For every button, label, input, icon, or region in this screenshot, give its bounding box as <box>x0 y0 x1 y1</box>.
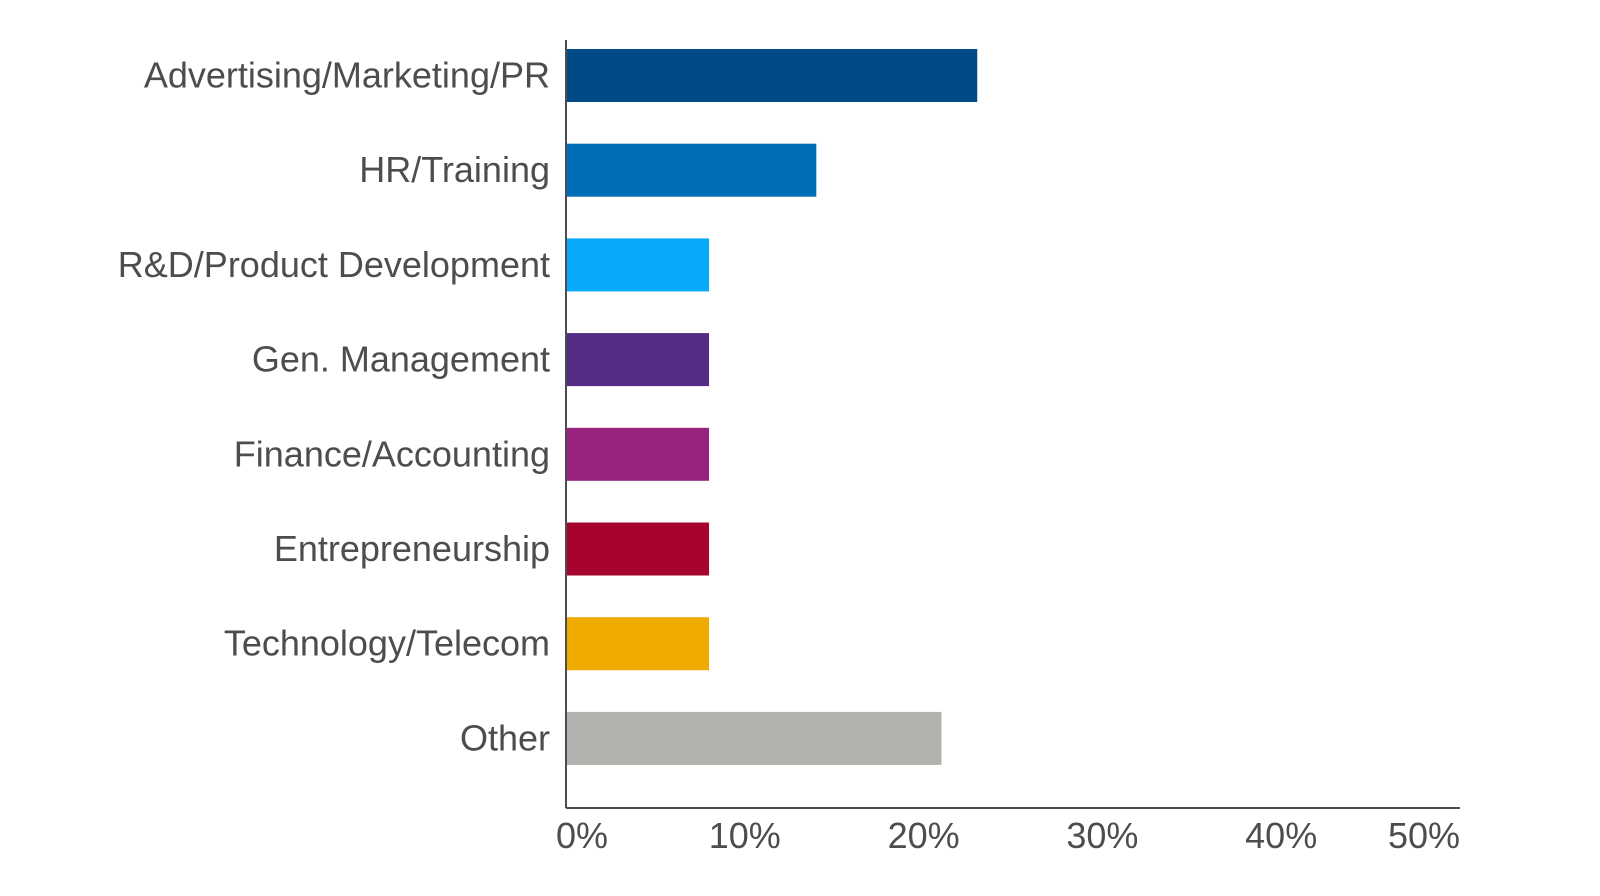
category-label-advertising-marketing-pr: Advertising/Marketing/PR <box>144 55 550 96</box>
x-tick-label-0: 0% <box>556 815 608 856</box>
x-tick-label-10: 10% <box>709 815 781 856</box>
category-label-gen-management: Gen. Management <box>252 339 550 380</box>
bar-technology-telecom <box>566 617 710 671</box>
bars-layer <box>566 49 978 765</box>
category-label-r-d-product-development: R&D/Product Development <box>118 244 550 285</box>
category-label-finance-accounting: Finance/Accounting <box>234 433 550 474</box>
x-axis-ticks: 0% 10% 20% 30% 40% 50% <box>556 815 1460 856</box>
category-label-other: Other <box>460 717 550 758</box>
bar-gen-management <box>566 333 710 387</box>
bar-other <box>566 711 942 765</box>
bar-entrepreneurship <box>566 522 710 576</box>
bar-hr-training <box>566 143 817 197</box>
bar-r-d-product-development <box>566 238 710 292</box>
x-tick-label-30: 30% <box>1066 815 1138 856</box>
category-label-entrepreneurship: Entrepreneurship <box>274 528 550 569</box>
category-labels: Advertising/Marketing/PR HR/Training R&D/P… <box>118 55 550 759</box>
x-tick-label-40: 40% <box>1245 815 1317 856</box>
bar-finance-accounting <box>566 427 710 481</box>
bar-advertising-marketing-pr <box>566 49 978 102</box>
x-tick-label-50: 50% <box>1388 815 1460 856</box>
x-tick-label-20: 20% <box>888 815 960 856</box>
category-label-technology-telecom: Technology/Telecom <box>224 623 550 664</box>
category-label-hr-training: HR/Training <box>359 149 550 190</box>
